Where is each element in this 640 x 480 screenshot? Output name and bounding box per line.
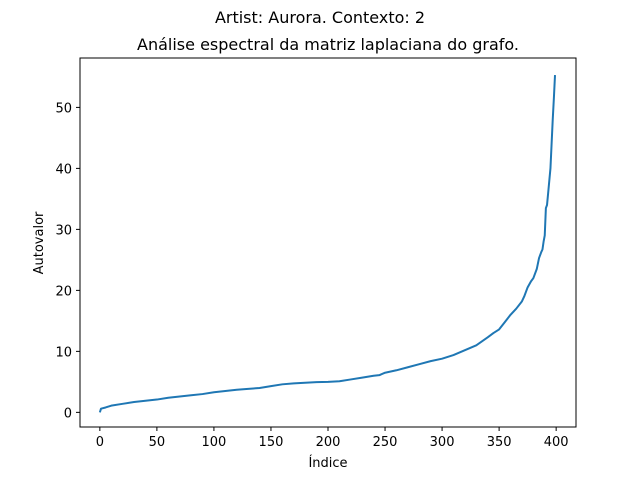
plot-area	[98, 75, 557, 413]
y-tick-label: 10	[55, 345, 72, 360]
x-tick-label: 0	[96, 435, 104, 450]
y-tick-label: 50	[55, 101, 72, 116]
y-tick-label: 30	[55, 223, 72, 238]
x-tick-label: 250	[373, 435, 398, 450]
x-tick-label: 300	[430, 435, 455, 450]
y-tick-label: 40	[55, 162, 72, 177]
eigenvalue-line	[98, 75, 557, 413]
y-axis-label: Autovalor	[32, 211, 47, 274]
x-tick-label: 200	[316, 435, 341, 450]
chart-suptitle: Artist: Aurora. Contexto: 2	[215, 8, 425, 27]
x-tick-label: 150	[259, 435, 284, 450]
x-tick-label: 400	[544, 435, 569, 450]
x-tick-label: 350	[487, 435, 512, 450]
y-tick-label: 20	[55, 284, 72, 299]
x-tick-label: 100	[202, 435, 227, 450]
x-axis-label: Índice	[308, 455, 347, 471]
y-axis-ticks: 0 10 20 30 40 50	[55, 101, 80, 421]
y-tick-label: 0	[64, 406, 72, 421]
chart-title: Análise espectral da matriz laplaciana d…	[137, 35, 519, 54]
x-axis-ticks: 0 50 100 150 200 250 300 350 400	[96, 427, 569, 450]
x-tick-label: 50	[149, 435, 166, 450]
